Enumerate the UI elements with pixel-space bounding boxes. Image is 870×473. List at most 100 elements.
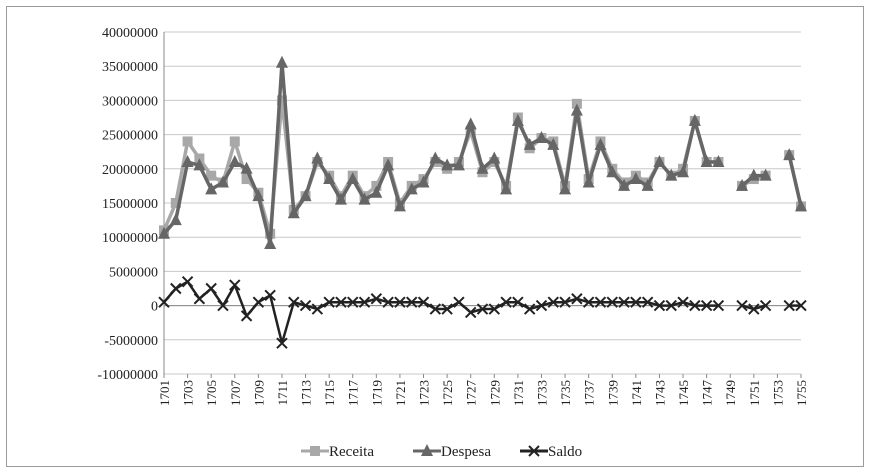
data-point-despesa: [535, 131, 548, 144]
y-tick-label: 10000000: [102, 231, 158, 246]
data-point-saldo: [229, 279, 241, 291]
x-tick-label: 1711: [275, 380, 290, 406]
data-point-despesa: [606, 165, 619, 178]
data-point-despesa: [783, 148, 796, 161]
y-tick-label: 5000000: [109, 265, 158, 280]
data-point-saldo: [205, 282, 217, 295]
x-tick-label: 1707: [228, 380, 243, 407]
chart-frame: 40000000 35000000 30000000 25000000 20000000…: [6, 6, 864, 467]
data-point-despesa: [205, 182, 218, 195]
data-point-saldo: [335, 296, 347, 308]
data-point-despesa: [193, 158, 206, 171]
data-point-saldo: [689, 299, 701, 312]
data-point-saldo: [370, 293, 383, 305]
data-point-saldo: [736, 299, 748, 312]
data-point-saldo: [358, 296, 371, 308]
data-point-saldo: [759, 299, 772, 312]
data-point-saldo: [347, 296, 359, 308]
data-point-despesa: [629, 172, 642, 185]
y-tick-label: 40000000: [102, 26, 158, 41]
x-tick-label: 1735: [558, 380, 573, 406]
x-tick-label: 1751: [747, 380, 762, 406]
series-saldo: [158, 275, 807, 349]
data-point-despesa: [240, 161, 253, 174]
data-point-despesa: [511, 113, 524, 126]
x-tick-label: 1705: [204, 380, 219, 406]
y-tick-label: -10000000: [97, 368, 158, 383]
data-point-saldo: [181, 275, 194, 288]
data-point-saldo: [453, 296, 465, 308]
series-line-despesa: [162, 61, 719, 246]
data-point-despesa: [677, 165, 690, 178]
data-point-saldo: [406, 296, 418, 308]
y-tick-label: -5000000: [104, 334, 158, 349]
data-point-saldo: [488, 303, 501, 315]
data-point-saldo: [547, 296, 559, 308]
data-point-saldo: [641, 296, 654, 308]
x-tick-label: 1749: [723, 380, 738, 406]
y-tick-label: 25000000: [102, 129, 158, 144]
data-point-despesa: [665, 168, 678, 181]
data-point-saldo: [299, 299, 312, 312]
data-point-despesa: [441, 158, 454, 171]
legend-label-saldo: Saldo: [548, 444, 582, 460]
data-point-saldo: [606, 296, 618, 308]
x-tick-label: 1701: [157, 380, 172, 406]
legend: Receita Despesa Saldo: [301, 444, 582, 460]
x-tick-label: 1721: [393, 380, 408, 406]
data-point-receita: [276, 95, 287, 106]
series-despesa: [158, 55, 807, 250]
x-tick-label: 1727: [464, 380, 479, 407]
x-tick-label: 1741: [629, 380, 644, 406]
data-point-saldo: [500, 296, 512, 308]
data-point-despesa: [688, 113, 701, 126]
data-point-despesa: [594, 137, 607, 150]
data-point-despesa: [653, 154, 666, 167]
series-line-saldo: [163, 280, 719, 345]
data-point-saldo: [582, 296, 595, 308]
data-point-saldo: [665, 299, 677, 312]
data-point-receita: [170, 198, 181, 208]
data-point-despesa: [736, 178, 749, 191]
data-point-saldo: [712, 299, 725, 312]
data-point-saldo: [700, 299, 713, 312]
series-line-despesa: [787, 154, 803, 207]
data-point-despesa: [417, 175, 430, 188]
x-tick-label: 1723: [417, 380, 432, 406]
data-point-despesa: [500, 182, 513, 195]
data-point-despesa: [488, 151, 501, 164]
x-tick-label: 1717: [346, 380, 361, 407]
x-tick-label: 1747: [700, 380, 715, 407]
data-point-despesa: [795, 199, 807, 212]
data-point-saldo: [523, 303, 536, 315]
x-tick-label: 1753: [770, 380, 785, 406]
data-point-saldo: [748, 303, 760, 315]
data-point-despesa: [181, 154, 194, 167]
data-point-saldo: [653, 299, 666, 312]
data-point-despesa: [641, 178, 654, 191]
data-point-despesa: [570, 103, 583, 116]
data-point-saldo: [311, 303, 324, 315]
data-point-saldo: [217, 299, 229, 312]
data-point-saldo: [441, 303, 453, 315]
data-point-saldo: [417, 296, 430, 308]
data-point-despesa: [370, 185, 383, 198]
data-point-despesa: [452, 158, 465, 171]
x-tick-label: 1725: [440, 380, 455, 406]
x-tick-label: 1739: [605, 380, 620, 406]
data-point-receita: [229, 136, 240, 147]
legend-item-receita: Receita: [301, 444, 374, 460]
data-point-despesa: [476, 161, 489, 174]
data-point-despesa: [618, 178, 631, 191]
data-point-saldo: [193, 293, 206, 305]
data-point-saldo: [382, 296, 394, 308]
legend-x-marker: [528, 445, 540, 457]
data-point-saldo: [170, 282, 182, 295]
y-tick-label: 35000000: [102, 60, 158, 75]
data-point-despesa: [523, 137, 536, 150]
data-point-saldo: [594, 296, 607, 308]
x-tick-label: 1713: [299, 380, 314, 406]
line-chart: 40000000 35000000 30000000 25000000 20000000…: [97, 26, 809, 460]
data-point-saldo: [476, 303, 489, 315]
legend-label-despesa: Despesa: [441, 444, 491, 460]
